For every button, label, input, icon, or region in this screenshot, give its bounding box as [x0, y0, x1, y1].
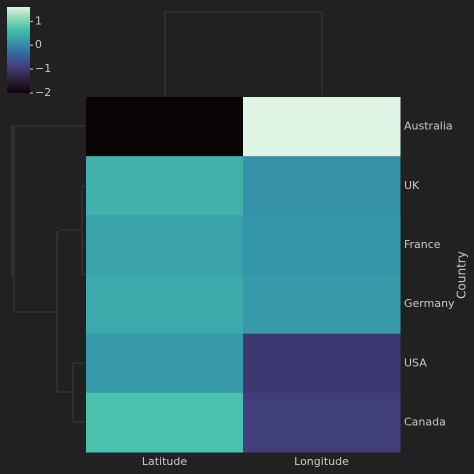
heatmap-cell	[86, 392, 244, 453]
colorbar-tick-label: −1	[35, 62, 51, 75]
heatmap-cell	[243, 392, 401, 453]
heatmap-cell	[243, 215, 401, 275]
heatmap-cell	[86, 97, 244, 157]
heatmap-cell	[86, 156, 244, 216]
row-label: Australia	[404, 120, 453, 133]
heatmap-cell	[243, 156, 401, 216]
heatmap-cell	[86, 274, 244, 335]
heatmap-cell	[86, 215, 244, 275]
row-label: Canada	[404, 415, 446, 428]
heatmap-cell	[243, 333, 401, 394]
heatmap-cell	[243, 274, 401, 335]
column-label: Latitude	[142, 455, 188, 468]
colorbar-tick-label: 1	[35, 14, 42, 27]
row-label: France	[404, 238, 441, 251]
row-dendrogram	[11, 125, 85, 423]
row-label: Germany	[404, 297, 455, 310]
colorbar-tick-label: −2	[35, 86, 51, 99]
y-axis-label: Country	[455, 251, 469, 299]
row-label: USA	[404, 356, 427, 369]
row-label: UK	[404, 179, 420, 192]
heatmap-cell	[86, 333, 244, 394]
column-label: Longitude	[294, 455, 349, 468]
heatmap-cell	[243, 97, 401, 157]
colorbar-tick-label: 0	[35, 38, 42, 51]
column-dendrogram	[164, 11, 323, 95]
colorbar	[7, 7, 30, 93]
